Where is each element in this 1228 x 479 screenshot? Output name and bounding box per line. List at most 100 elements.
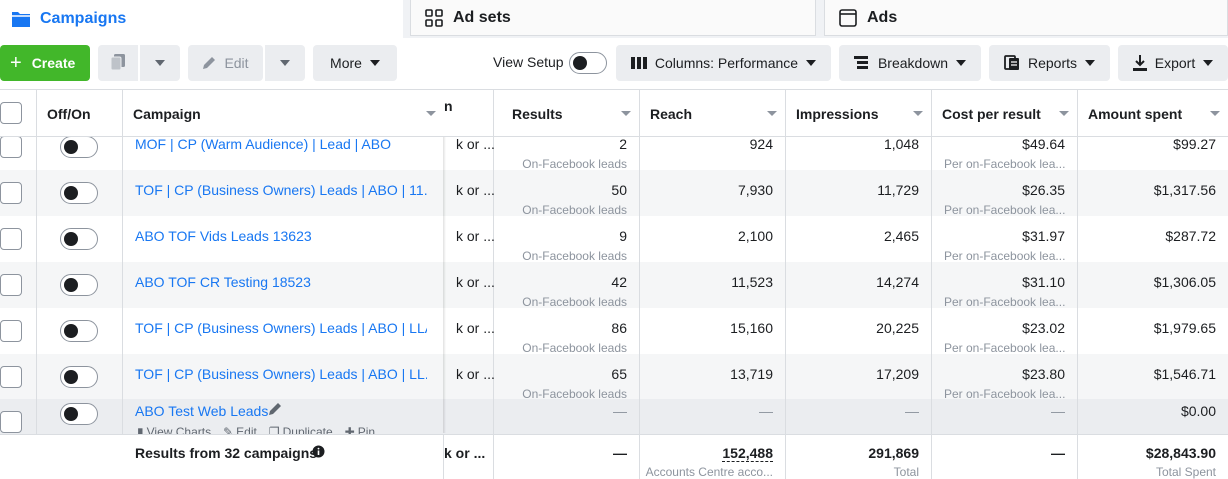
reports-label: Reports: [1027, 55, 1078, 71]
campaign-toggle[interactable]: [60, 137, 98, 158]
spent-value: $99.27: [1173, 137, 1216, 152]
campaign-toggle[interactable]: [60, 403, 98, 425]
campaign-name-link[interactable]: ABO Test Web Leads: [135, 403, 269, 419]
delivery-cell: k or ...: [444, 216, 495, 262]
spent-value: $1,979.65: [1153, 320, 1216, 336]
campaign-toggle[interactable]: [60, 320, 98, 342]
campaign-toggle[interactable]: [60, 366, 98, 388]
edit-button[interactable]: Edit: [188, 45, 263, 81]
table-row-hovered[interactable]: ABO Test Web Leads ▮ View Charts ✎ Edit ❐ D…: [0, 399, 1228, 434]
results-sub: On-Facebook leads: [522, 203, 627, 217]
edit-dropdown-button[interactable]: [265, 45, 305, 81]
tab-adsets[interactable]: Ad sets: [410, 0, 816, 36]
results-cell: 65 On-Facebook leads: [494, 354, 640, 401]
spent-cell: $99.27: [1078, 137, 1228, 170]
sort-caret-icon: [426, 111, 436, 116]
footer-label: Results from 32 campaigns: [135, 445, 318, 461]
toolbar: + Create Edit More View Setup Columns: P…: [0, 38, 1228, 88]
edit-name-pencil-icon[interactable]: [268, 402, 282, 419]
cost-sub: Per on-Facebook lea...: [944, 203, 1066, 217]
row-toggle-cell: [37, 262, 123, 308]
row-checkbox[interactable]: [0, 137, 22, 158]
columns-button[interactable]: Columns: Performance: [616, 45, 831, 81]
duplicate-button[interactable]: [98, 45, 138, 81]
export-button[interactable]: Export: [1118, 45, 1228, 81]
campaign-toggle[interactable]: [60, 182, 98, 204]
campaign-name-link[interactable]: TOF | CP (Business Owners) Leads | ABO |…: [135, 366, 427, 382]
footer-cost: —: [1051, 445, 1065, 461]
duplicate-dropdown-button[interactable]: [140, 45, 180, 81]
campaign-name-link[interactable]: ABO TOF Vids Leads 13623: [135, 228, 312, 244]
sort-caret-icon: [767, 111, 777, 116]
campaign-name-link[interactable]: TOF | CP (Business Owners) Leads | ABO |…: [135, 320, 427, 336]
header-cost-per-result[interactable]: Cost per result: [932, 90, 1078, 137]
pin-action[interactable]: ✚ Pin: [345, 425, 375, 434]
table-row[interactable]: TOF | CP (Business Owners) Leads | ABO |…: [0, 308, 1228, 355]
footer-reach[interactable]: 152,488: [722, 445, 773, 462]
header-impressions[interactable]: Impressions: [786, 90, 932, 137]
campaign-toggle[interactable]: [60, 274, 98, 296]
header-cost-label: Cost per result: [942, 105, 1041, 122]
plus-icon: +: [10, 52, 22, 74]
cost-value: —: [1051, 403, 1065, 419]
header-delivery[interactable]: n: [444, 90, 494, 137]
create-button[interactable]: + Create: [0, 45, 90, 81]
view-charts-action[interactable]: ▮ View Charts: [137, 425, 211, 434]
spent-cell: $1,317.56: [1078, 170, 1228, 216]
select-all-checkbox[interactable]: [0, 102, 22, 124]
breakdown-label: Breakdown: [877, 55, 949, 71]
header-off-on[interactable]: Off/On: [37, 90, 123, 137]
reach-cell: 924: [640, 137, 786, 170]
footer-results-cell: —: [494, 435, 640, 479]
table-row[interactable]: ABO TOF Vids Leads 13623 k or ... 9 On-Face…: [0, 216, 1228, 263]
more-button[interactable]: More: [313, 45, 397, 81]
more-label: More: [330, 55, 362, 71]
spent-value: $1,546.71: [1153, 366, 1216, 382]
campaign-name-cell: TOF | CP (Business Owners) Leads | ABO |…: [123, 308, 444, 354]
tab-ads-label: Ads: [867, 8, 898, 26]
breakdown-button[interactable]: Breakdown: [839, 45, 981, 81]
table-row[interactable]: TOF | CP (Business Owners) Leads | ABO |…: [0, 170, 1228, 217]
campaign-name-link[interactable]: ABO TOF CR Testing 18523: [135, 274, 311, 290]
reports-button[interactable]: Reports: [989, 45, 1110, 81]
chevron-down-icon: [369, 60, 380, 66]
toggle-knob: [64, 324, 78, 338]
table-row[interactable]: ABO TOF CR Testing 18523 k or ... 42 On-Fac…: [0, 262, 1228, 309]
toggle-knob: [64, 278, 78, 292]
row-checkbox[interactable]: [0, 228, 22, 250]
campaign-name-link[interactable]: TOF | CP (Business Owners) Leads | ABO |…: [135, 182, 427, 198]
footer-results: —: [613, 445, 627, 461]
table-row[interactable]: MOF | CP (Warm Audience) | Lead | ABO k …: [0, 137, 1228, 170]
chevron-down-icon: [956, 60, 967, 66]
campaign-name-cell: ABO Test Web Leads ▮ View Charts ✎ Edit ❐ D…: [123, 399, 444, 434]
spent-value: $1,306.05: [1153, 274, 1216, 290]
tab-campaigns[interactable]: Campaigns: [0, 0, 403, 38]
breakdown-icon: [853, 56, 870, 70]
duplicate-action[interactable]: ❐ Duplicate: [269, 425, 333, 434]
reach-value: 924: [749, 137, 773, 152]
row-checkbox[interactable]: [0, 320, 22, 342]
header-campaign[interactable]: Campaign: [123, 90, 444, 137]
table-row[interactable]: TOF | CP (Business Owners) Leads | ABO |…: [0, 354, 1228, 401]
view-setup-toggle[interactable]: [569, 52, 607, 74]
header-amount-spent[interactable]: Amount spent: [1078, 90, 1228, 137]
reports-icon: [1004, 55, 1020, 71]
cost-sub: Per on-Facebook lea...: [944, 295, 1066, 309]
row-checkbox[interactable]: [0, 274, 22, 296]
cost-value: $23.80: [1022, 366, 1065, 382]
sort-caret-icon: [1059, 111, 1069, 116]
row-checkbox[interactable]: [0, 411, 22, 433]
row-toggle-cell: [37, 170, 123, 216]
row-checkbox[interactable]: [0, 366, 22, 388]
edit-action[interactable]: ✎ Edit: [223, 425, 257, 434]
campaign-name-link[interactable]: MOF | CP (Warm Audience) | Lead | ABO: [135, 137, 391, 152]
results-cell: 42 On-Facebook leads: [494, 262, 640, 309]
row-checkbox[interactable]: [0, 182, 22, 204]
tab-ads[interactable]: Ads: [824, 0, 1228, 36]
campaign-toggle[interactable]: [60, 228, 98, 250]
header-reach[interactable]: Reach: [640, 90, 786, 137]
header-results[interactable]: Results: [494, 90, 640, 137]
table-footer-totals: Results from 32 campaigns k or ... — 152…: [0, 434, 1228, 479]
reach-value: 15,160: [730, 320, 773, 336]
info-icon[interactable]: [312, 445, 325, 461]
